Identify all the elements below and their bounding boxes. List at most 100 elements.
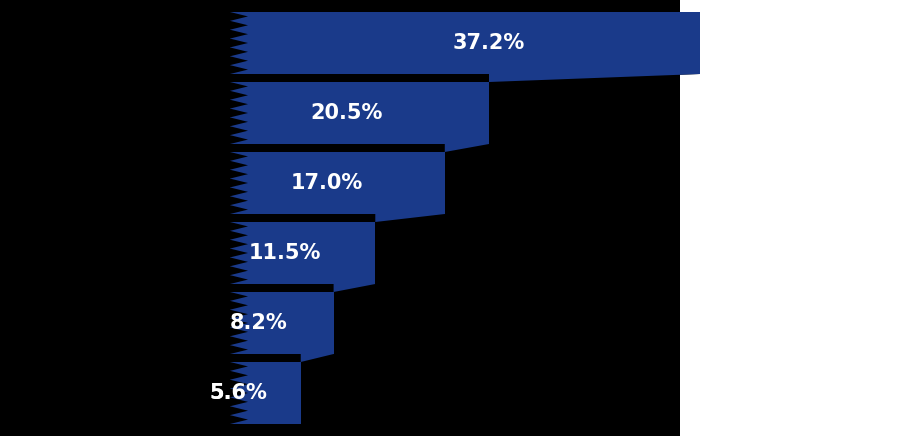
Polygon shape — [230, 249, 248, 257]
Polygon shape — [230, 100, 248, 109]
Bar — [445, 152, 680, 214]
Polygon shape — [230, 48, 248, 56]
Polygon shape — [230, 100, 248, 109]
Text: 5.6%: 5.6% — [210, 383, 267, 403]
Polygon shape — [230, 48, 248, 56]
Bar — [230, 12, 700, 74]
Bar — [230, 362, 301, 424]
Text: 20.5%: 20.5% — [310, 103, 382, 123]
Polygon shape — [334, 284, 375, 292]
Polygon shape — [230, 82, 248, 91]
Bar — [230, 82, 489, 144]
Polygon shape — [230, 170, 248, 179]
Bar — [334, 292, 680, 354]
Polygon shape — [230, 152, 248, 161]
Bar — [489, 82, 680, 144]
Polygon shape — [230, 126, 248, 135]
Polygon shape — [230, 152, 248, 161]
Bar — [230, 284, 334, 292]
Bar — [375, 222, 680, 284]
Polygon shape — [230, 388, 248, 398]
Polygon shape — [230, 91, 248, 100]
Polygon shape — [230, 310, 248, 319]
Bar — [230, 292, 334, 354]
Polygon shape — [230, 21, 248, 30]
Polygon shape — [230, 196, 248, 205]
Polygon shape — [230, 56, 248, 65]
Polygon shape — [230, 240, 248, 249]
Polygon shape — [230, 126, 248, 135]
Polygon shape — [230, 187, 248, 196]
Bar — [230, 152, 445, 214]
Polygon shape — [230, 380, 248, 388]
Polygon shape — [230, 266, 248, 275]
Bar — [230, 82, 489, 144]
Polygon shape — [230, 398, 248, 406]
Bar — [230, 152, 445, 214]
Polygon shape — [230, 388, 248, 398]
Polygon shape — [230, 310, 248, 319]
Polygon shape — [334, 284, 375, 292]
Polygon shape — [230, 161, 248, 170]
Polygon shape — [230, 231, 248, 240]
Bar — [680, 12, 700, 74]
Polygon shape — [230, 117, 248, 126]
Polygon shape — [230, 222, 248, 231]
Text: 20.5%: 20.5% — [310, 103, 382, 123]
Bar — [230, 222, 375, 284]
Polygon shape — [301, 354, 334, 362]
Polygon shape — [230, 30, 248, 38]
Polygon shape — [230, 38, 248, 48]
Bar — [230, 74, 489, 82]
Polygon shape — [230, 196, 248, 205]
Text: 11.5%: 11.5% — [249, 243, 321, 263]
Polygon shape — [375, 214, 445, 222]
Bar — [230, 362, 301, 424]
Text: 5.6%: 5.6% — [210, 383, 267, 403]
Polygon shape — [230, 319, 248, 327]
Polygon shape — [230, 415, 248, 424]
Bar — [230, 12, 700, 74]
Polygon shape — [489, 74, 700, 82]
Text: 37.2%: 37.2% — [453, 33, 525, 53]
Polygon shape — [230, 266, 248, 275]
Text: 37.2%: 37.2% — [453, 33, 525, 53]
Polygon shape — [489, 74, 700, 82]
Polygon shape — [230, 336, 248, 345]
Polygon shape — [230, 406, 248, 415]
Polygon shape — [230, 362, 248, 371]
Polygon shape — [230, 406, 248, 415]
Polygon shape — [230, 135, 248, 144]
Polygon shape — [230, 82, 248, 91]
Polygon shape — [230, 12, 248, 21]
Polygon shape — [230, 117, 248, 126]
Bar — [230, 222, 375, 284]
Polygon shape — [230, 179, 248, 187]
Polygon shape — [230, 380, 248, 388]
Polygon shape — [230, 65, 248, 74]
Polygon shape — [230, 205, 248, 214]
Polygon shape — [230, 170, 248, 179]
Polygon shape — [445, 144, 489, 152]
Polygon shape — [230, 56, 248, 65]
Polygon shape — [445, 144, 489, 152]
Polygon shape — [230, 65, 248, 74]
Text: 8.2%: 8.2% — [230, 313, 288, 333]
Polygon shape — [230, 249, 248, 257]
Polygon shape — [230, 222, 248, 231]
Polygon shape — [230, 109, 248, 117]
Polygon shape — [230, 205, 248, 214]
Polygon shape — [230, 187, 248, 196]
Bar — [230, 292, 334, 354]
Polygon shape — [301, 354, 334, 362]
Text: 17.0%: 17.0% — [291, 173, 363, 193]
Polygon shape — [230, 30, 248, 38]
Polygon shape — [230, 91, 248, 100]
Polygon shape — [230, 336, 248, 345]
Polygon shape — [230, 109, 248, 117]
Polygon shape — [230, 38, 248, 48]
Bar — [230, 214, 375, 222]
Polygon shape — [230, 292, 248, 301]
Polygon shape — [230, 275, 248, 284]
Polygon shape — [230, 415, 248, 424]
